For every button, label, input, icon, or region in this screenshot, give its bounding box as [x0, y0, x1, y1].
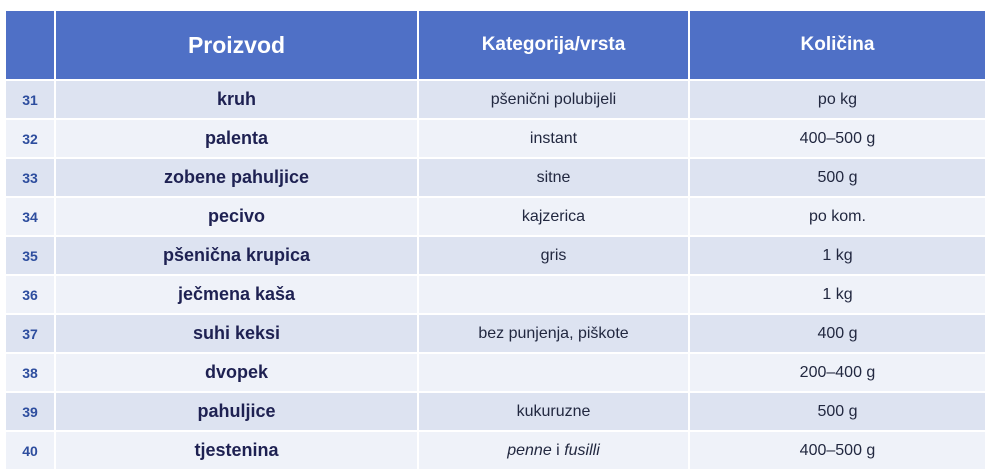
- row-number: 31: [6, 79, 55, 119]
- table-row: 37 suhi keksi bez punjenja, piškote 400 …: [6, 313, 985, 353]
- row-category: gris: [417, 235, 689, 275]
- row-product: pecivo: [54, 196, 418, 236]
- row-product: pšenična krupica: [54, 235, 418, 275]
- row-category: instant: [417, 118, 689, 158]
- row-product: tjestenina: [54, 430, 418, 469]
- row-category: pšenični polubijeli: [417, 79, 689, 119]
- row-category: sitne: [417, 157, 689, 197]
- table-row: 32 palenta instant 400–500 g: [6, 118, 985, 158]
- row-category: kajzerica: [417, 196, 689, 236]
- row-product: palenta: [54, 118, 418, 158]
- table-row: 39 pahuljice kukuruzne 500 g: [6, 391, 985, 431]
- row-quantity: 500 g: [688, 157, 985, 197]
- table-row: 33 zobene pahuljice sitne 500 g: [6, 157, 985, 197]
- row-product: suhi keksi: [54, 313, 418, 353]
- row-quantity: 400–500 g: [688, 118, 985, 158]
- row-number: 35: [6, 235, 55, 275]
- product-table-container: Proizvod Kategorija/vrsta Količina 31 kr…: [6, 11, 985, 469]
- row-number: 40: [6, 430, 55, 469]
- row-category: [417, 352, 689, 392]
- row-quantity: 500 g: [688, 391, 985, 431]
- row-number: 32: [6, 118, 55, 158]
- row-category: [417, 274, 689, 314]
- row-number: 38: [6, 352, 55, 392]
- table-row: 35 pšenična krupica gris 1 kg: [6, 235, 985, 275]
- row-quantity: 1 kg: [688, 274, 985, 314]
- table-row: 31 kruh pšenični polubijeli po kg: [6, 79, 985, 119]
- category-italic-fusilli: fusilli: [564, 441, 600, 459]
- category-conjunction: i: [551, 441, 565, 459]
- row-quantity: 1 kg: [688, 235, 985, 275]
- category-italic-penne: penne: [507, 441, 552, 459]
- row-number: 39: [6, 391, 55, 431]
- header-quantity: Količina: [688, 11, 985, 80]
- row-product: ječmena kaša: [54, 274, 418, 314]
- table-header-row: Proizvod Kategorija/vrsta Količina: [6, 11, 985, 80]
- row-product: dvopek: [54, 352, 418, 392]
- row-number: 34: [6, 196, 55, 236]
- table-row: 38 dvopek 200–400 g: [6, 352, 985, 392]
- table-row: 34 pecivo kajzerica po kom.: [6, 196, 985, 236]
- row-number: 33: [6, 157, 55, 197]
- header-number: [6, 11, 55, 80]
- row-quantity: 200–400 g: [688, 352, 985, 392]
- row-product: pahuljice: [54, 391, 418, 431]
- row-category: bez punjenja, piškote: [417, 313, 689, 353]
- table-row: 40 tjestenina penne i fusilli 400–500 g: [6, 430, 985, 469]
- row-product: kruh: [54, 79, 418, 119]
- row-quantity: 400–500 g: [688, 430, 985, 469]
- row-product: zobene pahuljice: [54, 157, 418, 197]
- row-category: penne i fusilli: [417, 430, 689, 469]
- header-category: Kategorija/vrsta: [417, 11, 689, 80]
- table-row: 36 ječmena kaša 1 kg: [6, 274, 985, 314]
- row-quantity: po kom.: [688, 196, 985, 236]
- product-table: Proizvod Kategorija/vrsta Količina 31 kr…: [6, 11, 985, 469]
- row-category: kukuruzne: [417, 391, 689, 431]
- row-quantity: 400 g: [688, 313, 985, 353]
- header-product: Proizvod: [54, 11, 418, 80]
- row-quantity: po kg: [688, 79, 985, 119]
- row-number: 37: [6, 313, 55, 353]
- row-number: 36: [6, 274, 55, 314]
